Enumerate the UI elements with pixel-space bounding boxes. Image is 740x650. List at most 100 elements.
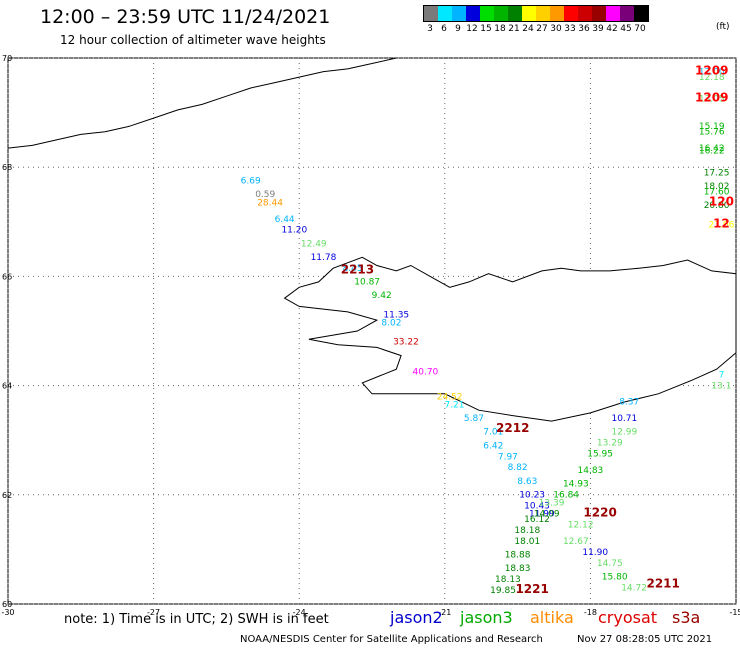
lon-tick-label: -30 xyxy=(1,608,14,617)
wave-height-label: 15.76 xyxy=(699,127,725,137)
wave-height-label: 7.21 xyxy=(444,400,464,410)
generation-timestamp: Nov 27 08:28:05 UTC 2021 xyxy=(577,634,713,645)
greenland-coastline xyxy=(7,57,397,149)
wave-height-label: 12.99 xyxy=(611,428,637,438)
wave-height-label: 7 xyxy=(719,370,725,380)
wave-height-label: 17.60 xyxy=(704,188,730,198)
wave-height-label: 7.97 xyxy=(498,452,518,462)
color-swatch-label: 42 xyxy=(606,24,618,34)
color-scale-swatches xyxy=(423,5,649,22)
pass-time-label: 2213 xyxy=(341,263,374,277)
lat-tick-label: 62 xyxy=(2,491,12,500)
wave-height-label: 8.82 xyxy=(508,463,528,473)
wave-height-label: 14.83 xyxy=(578,466,604,476)
wave-height-label: 10.87 xyxy=(354,278,380,288)
color-scale-labels: 3 6 9 12 15 18 21 24 27 30 33 36 39 42 45 70 xyxy=(423,24,649,34)
color-swatch xyxy=(578,6,592,21)
color-swatch-label: 15 xyxy=(480,24,492,34)
color-swatch-label: 30 xyxy=(550,24,562,34)
wave-height-label: 6.69 xyxy=(241,177,261,187)
color-swatch-label: 45 xyxy=(620,24,632,34)
legend-jason3: jason3 xyxy=(460,608,513,627)
wave-height-label: 18.88 xyxy=(505,551,531,561)
wave-height-label: 16.12 xyxy=(524,515,550,525)
wave-height-label: 11.99 xyxy=(529,510,555,520)
color-swatch xyxy=(606,6,620,21)
pass-time-label: 1220 xyxy=(583,506,616,520)
wave-height-label: 16.22 xyxy=(699,147,725,157)
lat-tick-label: 68 xyxy=(2,163,12,172)
wave-height-label: 28.44 xyxy=(257,198,283,208)
wave-height-label: 10.23 xyxy=(519,491,545,501)
wave-height-label: 11.20 xyxy=(281,226,307,236)
wave-height-label: 16.42 xyxy=(699,144,725,154)
pass-time-label: 1209 xyxy=(695,91,728,105)
wave-height-label: 6.44 xyxy=(275,215,295,225)
color-swatch xyxy=(620,6,634,21)
color-swatch xyxy=(452,6,466,21)
wave-height-label: 14.09 xyxy=(534,510,560,520)
color-swatch xyxy=(466,6,480,21)
wave-height-label: 7.01 xyxy=(483,428,503,438)
wave-height-label: 0.59 xyxy=(255,190,275,200)
pass-time-label: 2211 xyxy=(646,577,679,591)
color-swatch-label: 39 xyxy=(592,24,604,34)
wave-height-label: 10.71 xyxy=(611,414,637,424)
wave-height-label: 12.18 xyxy=(699,73,725,83)
pass-time-label: 2212 xyxy=(496,421,529,435)
lon-tick-label: -21 xyxy=(438,608,451,617)
color-swatch xyxy=(634,6,648,21)
wave-height-label: 33.22 xyxy=(393,338,419,348)
wave-height-label: 14.72 xyxy=(621,583,647,593)
pass-time-label: 1209 xyxy=(695,63,728,77)
wave-height-label: 13.1 xyxy=(711,381,731,391)
pass-time-label: 120 xyxy=(709,194,734,208)
wave-height-label: 21.06 xyxy=(709,220,735,230)
color-swatch-label: 3 xyxy=(427,24,433,34)
wave-height-label: 8.63 xyxy=(517,477,537,487)
color-swatch-label: 21 xyxy=(508,24,520,34)
wave-height-label: 14.93 xyxy=(563,480,589,490)
wave-height-label: 15.95 xyxy=(587,450,613,460)
color-swatch xyxy=(550,6,564,21)
color-swatch-label: 12 xyxy=(466,24,478,34)
color-swatch-label: 6 xyxy=(441,24,447,34)
color-swatch xyxy=(494,6,508,21)
color-swatch-label: 24 xyxy=(522,24,534,34)
color-swatch-label: 27 xyxy=(536,24,548,34)
color-swatch-label: 33 xyxy=(564,24,576,34)
color-swatch xyxy=(480,6,494,21)
wave-height-label: 8.45 xyxy=(343,264,363,274)
lon-tick-label: -15 xyxy=(729,608,740,617)
wave-height-label: 12.12 xyxy=(568,521,594,531)
wave-height-label: 18.83 xyxy=(505,564,531,574)
legend-altika: altika xyxy=(530,608,574,627)
wave-height-label: 12.00 xyxy=(699,67,725,77)
wave-height-label: 12.49 xyxy=(301,239,327,249)
lon-tick-label: -24 xyxy=(293,608,306,617)
wave-height-label: 8.37 xyxy=(619,398,639,408)
color-swatch-label: 36 xyxy=(578,24,590,34)
legend-s3a: s3a xyxy=(672,608,701,627)
wave-height-label: 14.75 xyxy=(597,559,623,569)
wave-height-label: 24.52 xyxy=(437,392,463,402)
footnote: note: 1) Time is in UTC; 2) SWH is in fe… xyxy=(64,612,329,627)
color-swatch xyxy=(424,6,438,21)
wave-height-label: 15.19 xyxy=(699,122,725,132)
wave-height-label: 11.78 xyxy=(311,253,337,263)
wave-height-label: 13.29 xyxy=(597,439,623,449)
wave-height-label: 11.35 xyxy=(383,310,409,320)
color-swatch xyxy=(536,6,550,21)
color-swatch-label: 18 xyxy=(494,24,506,34)
credit-text: NOAA/NESDIS Center for Satellite Applica… xyxy=(240,634,543,645)
wave-height-label: 20.80 xyxy=(704,201,730,211)
wave-height-label: 18.18 xyxy=(514,526,540,536)
wave-height-label: 10.43 xyxy=(524,501,550,511)
color-swatch-label: 9 xyxy=(455,24,461,34)
wave-height-label: 12.67 xyxy=(563,537,589,547)
lat-tick-label: 64 xyxy=(2,382,12,391)
color-swatch xyxy=(564,6,578,21)
wave-height-label: 40.70 xyxy=(413,368,439,378)
color-swatch-label: 70 xyxy=(634,24,646,34)
color-scale-legend: 3 6 9 12 15 18 21 24 27 30 33 36 39 42 45 70 (ft) xyxy=(423,5,730,34)
